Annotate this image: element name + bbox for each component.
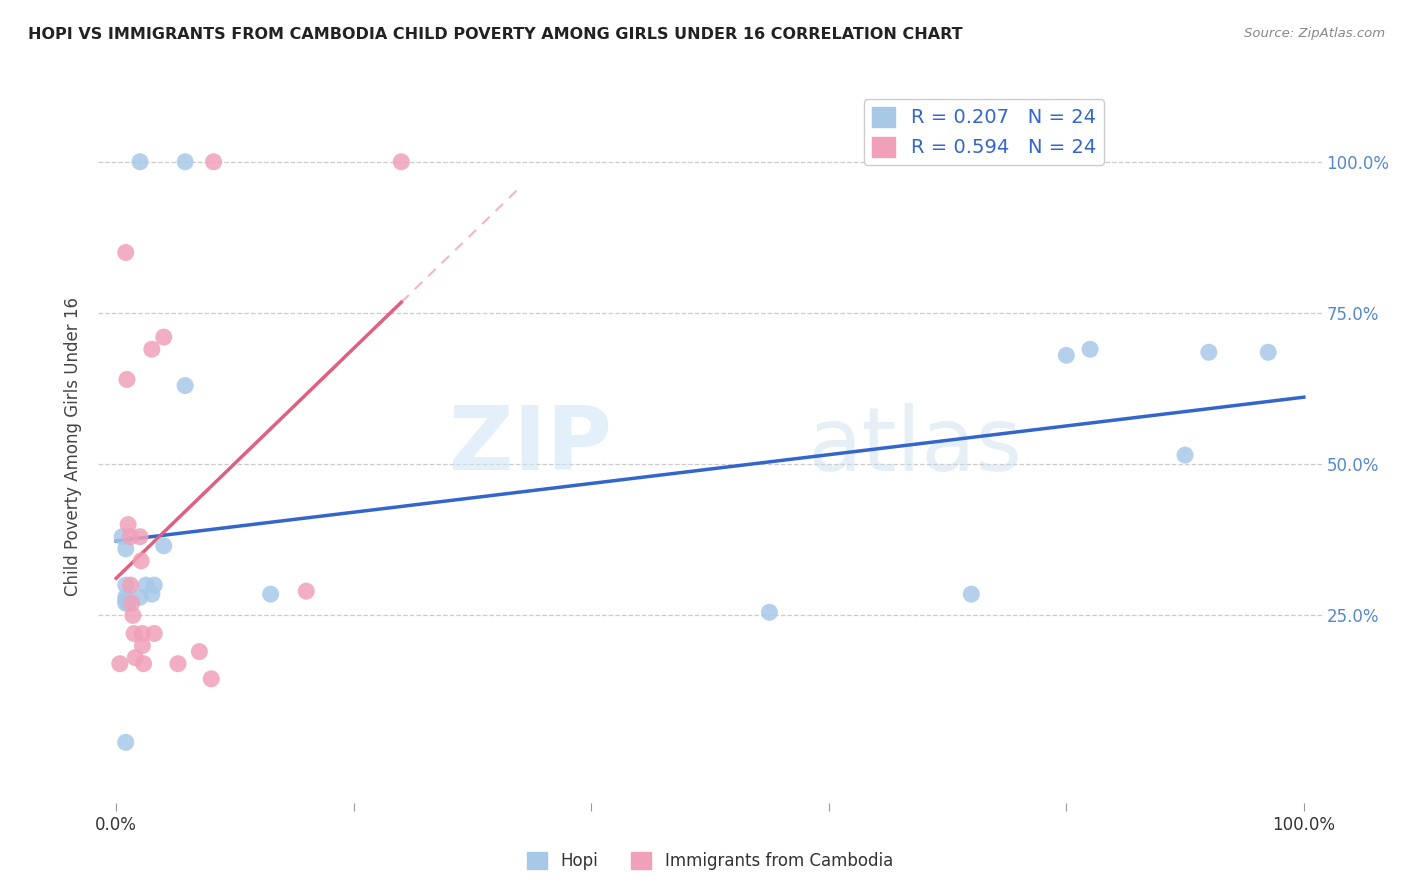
Point bbox=[1174, 448, 1197, 462]
Text: atlas: atlas bbox=[808, 402, 1024, 490]
Point bbox=[114, 735, 136, 749]
Point bbox=[259, 587, 281, 601]
Point bbox=[114, 245, 136, 260]
Point bbox=[121, 608, 143, 623]
Point bbox=[114, 596, 136, 610]
Point bbox=[117, 596, 139, 610]
Point bbox=[108, 657, 131, 671]
Legend: Hopi, Immigrants from Cambodia: Hopi, Immigrants from Cambodia bbox=[520, 845, 900, 877]
Point bbox=[202, 154, 225, 169]
Point bbox=[131, 639, 153, 653]
Y-axis label: Child Poverty Among Girls Under 16: Child Poverty Among Girls Under 16 bbox=[65, 296, 83, 596]
Point bbox=[1257, 345, 1279, 359]
Point bbox=[758, 605, 780, 619]
Point bbox=[111, 530, 134, 544]
Point bbox=[114, 578, 136, 592]
Point bbox=[389, 154, 412, 169]
Point bbox=[135, 578, 157, 592]
Point bbox=[141, 343, 163, 357]
Point bbox=[117, 517, 139, 532]
Point bbox=[200, 672, 222, 686]
Point bbox=[174, 154, 197, 169]
Point bbox=[114, 541, 136, 556]
Point bbox=[143, 578, 166, 592]
Point bbox=[167, 657, 190, 671]
Point bbox=[174, 378, 197, 392]
Point bbox=[114, 593, 136, 607]
Point bbox=[120, 578, 142, 592]
Point bbox=[129, 590, 152, 604]
Point bbox=[131, 626, 153, 640]
Point bbox=[129, 554, 152, 568]
Point bbox=[124, 650, 146, 665]
Point bbox=[1054, 348, 1077, 362]
Point bbox=[143, 626, 166, 640]
Point bbox=[121, 596, 143, 610]
Point bbox=[129, 154, 152, 169]
Text: Source: ZipAtlas.com: Source: ZipAtlas.com bbox=[1244, 27, 1385, 40]
Point bbox=[295, 584, 318, 599]
Point bbox=[129, 530, 152, 544]
Point bbox=[120, 530, 142, 544]
Point bbox=[141, 587, 163, 601]
Point bbox=[188, 645, 211, 659]
Point bbox=[115, 372, 138, 386]
Point bbox=[152, 330, 174, 344]
Point bbox=[114, 590, 136, 604]
Text: ZIP: ZIP bbox=[450, 402, 612, 490]
Text: HOPI VS IMMIGRANTS FROM CAMBODIA CHILD POVERTY AMONG GIRLS UNDER 16 CORRELATION : HOPI VS IMMIGRANTS FROM CAMBODIA CHILD P… bbox=[28, 27, 963, 42]
Point bbox=[1078, 343, 1101, 357]
Point bbox=[1198, 345, 1220, 359]
Point bbox=[152, 539, 174, 553]
Point bbox=[132, 657, 155, 671]
Point bbox=[960, 587, 983, 601]
Point bbox=[122, 626, 145, 640]
